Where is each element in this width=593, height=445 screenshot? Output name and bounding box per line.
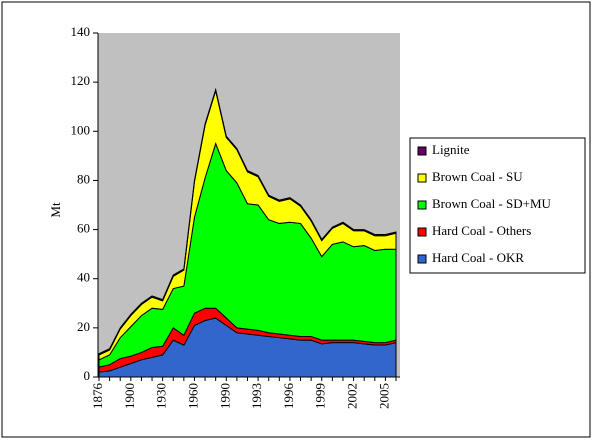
legend-swatch <box>417 200 427 210</box>
x-tick-label: 2005 <box>376 383 391 409</box>
legend-swatch <box>417 173 427 183</box>
y-tick-label: 100 <box>71 122 91 137</box>
legend-label: Hard Coal - Others <box>432 223 531 238</box>
x-tick-label: 1999 <box>313 383 328 409</box>
x-tick-label: 1990 <box>217 383 232 409</box>
legend <box>409 137 586 274</box>
x-tick-label: 1993 <box>249 383 264 409</box>
legend-label: Brown Coal - SU <box>432 169 523 184</box>
legend-label: Hard Coal - OKR <box>432 250 524 265</box>
y-tick-label: 20 <box>77 319 90 334</box>
y-axis-label: Mt <box>48 202 63 218</box>
x-tick-label: 1930 <box>154 383 169 409</box>
legend-swatch <box>417 227 427 237</box>
area <box>98 87 397 356</box>
x-tick-label: 1900 <box>122 383 137 409</box>
x-tick-label: 1996 <box>281 383 296 410</box>
y-tick-label: 0 <box>84 368 91 383</box>
x-tick-label: 2002 <box>345 383 360 409</box>
y-tick-label: 40 <box>77 270 90 285</box>
y-tick-label: 80 <box>77 171 90 186</box>
y-tick-label: 140 <box>71 24 91 39</box>
y-tick-label: 120 <box>71 73 91 88</box>
legend-swatch <box>417 146 427 156</box>
legend-label: Lignite <box>432 142 470 157</box>
legend-swatch <box>417 254 427 264</box>
x-tick-label: 1960 <box>185 383 200 409</box>
x-tick-label: 1876 <box>90 383 105 410</box>
legend-label: Brown Coal - SD+MU <box>432 196 552 211</box>
y-tick-label: 60 <box>77 221 90 236</box>
